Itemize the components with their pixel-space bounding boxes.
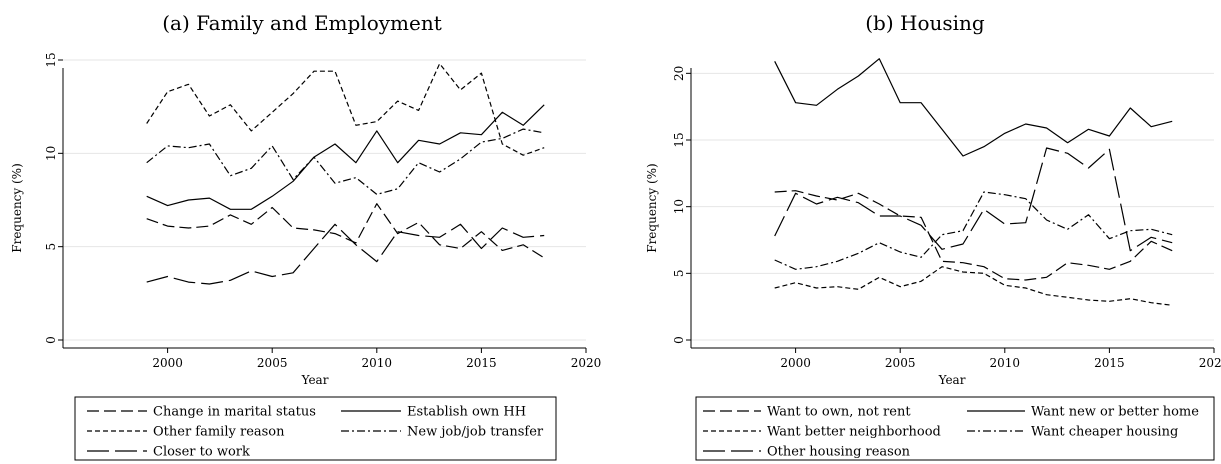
panel-a-y-ticks: 0 5 10 15 [44,52,63,344]
panel-a-plot-background [63,68,586,348]
y-tick-label: 15 [44,52,58,67]
series-line-want-cheaper-housing [774,191,1173,270]
series-line-want-to-own-not-rent [774,190,1173,281]
panel-a-x-ticks: 2000 2005 2010 2015 2020 [152,348,601,370]
series-line-establish-own-hh [146,104,545,210]
panel-b-legend [695,396,1215,461]
legend-label: Change in marital status [153,405,316,420]
y-tick-label: 0 [44,336,58,344]
x-tick-label: 2020 [571,356,602,370]
y-tick-label: 10 [44,146,58,161]
panel-a-series-lines [146,63,545,285]
panel-b-plot-background [691,68,1214,348]
y-tick-label: 20 [672,66,686,81]
legend-label: New job/job transfer [407,425,544,440]
panel-b-gridlines [691,72,1214,341]
panel-a-legend-entries: Change in marital status Establish own HH… [87,405,544,460]
legend-label: Want better neighborhood [767,425,941,440]
x-tick-label: 2000 [152,356,183,370]
panel-a-title: (a) Family and Employment [162,11,442,35]
x-tick-label: 2010 [362,356,393,370]
y-tick-label: 5 [672,270,686,278]
x-tick-label: 2015 [1094,356,1125,370]
legend-label: Other housing reason [767,445,911,460]
panel-b-title: (b) Housing [865,11,985,35]
panel-b-y-axis-label: Frequency (%) [645,163,659,252]
series-line-change-in-marital-status [146,203,545,259]
y-tick-label: 15 [672,132,686,147]
legend-label: Want new or better home [1031,405,1199,420]
panel-b-legend-entries: Want to own, not rent Want new or better … [703,405,1199,460]
panel-b-series-lines [774,58,1173,306]
y-tick-label: 10 [672,199,686,214]
x-tick-label: 2005 [257,356,288,370]
series-line-closer-to-work [146,223,545,285]
series-line-new-job-job-transfer [146,128,545,195]
panel-a-legend [74,396,557,461]
legend-label: Other family reason [153,425,285,440]
y-tick-label: 0 [672,336,686,344]
panel-housing: (b) Housing 0 5 10 15 20 2000 2005 2010 2015 202… [645,11,1221,461]
legend-label: Closer to work [153,445,250,460]
x-tick-label: 2010 [990,356,1021,370]
series-line-other-family-reason [146,63,545,156]
legend-label: Establish own HH [407,405,526,420]
series-line-want-better-neighborhood [774,266,1173,306]
x-tick-label: 2020 [1199,356,1221,370]
x-tick-label: 2005 [885,356,916,370]
y-tick-label: 5 [44,243,58,251]
panel-b-x-ticks: 2000 2005 2010 2015 2020 [780,348,1221,370]
panel-a-gridlines [63,59,586,341]
series-line-want-new-or-better-home [774,58,1173,157]
legend-label: Want cheaper housing [1031,425,1178,440]
panel-b-x-axis-label: Year [938,373,966,387]
panel-a-y-axis-label: Frequency (%) [10,163,24,252]
panel-b-y-ticks: 0 5 10 15 20 [672,66,691,344]
x-tick-label: 2015 [466,356,497,370]
legend-label: Want to own, not rent [767,405,911,420]
series-line-other-housing-reason [774,147,1173,252]
panel-a-x-axis-label: Year [301,373,329,387]
x-tick-label: 2000 [780,356,811,370]
